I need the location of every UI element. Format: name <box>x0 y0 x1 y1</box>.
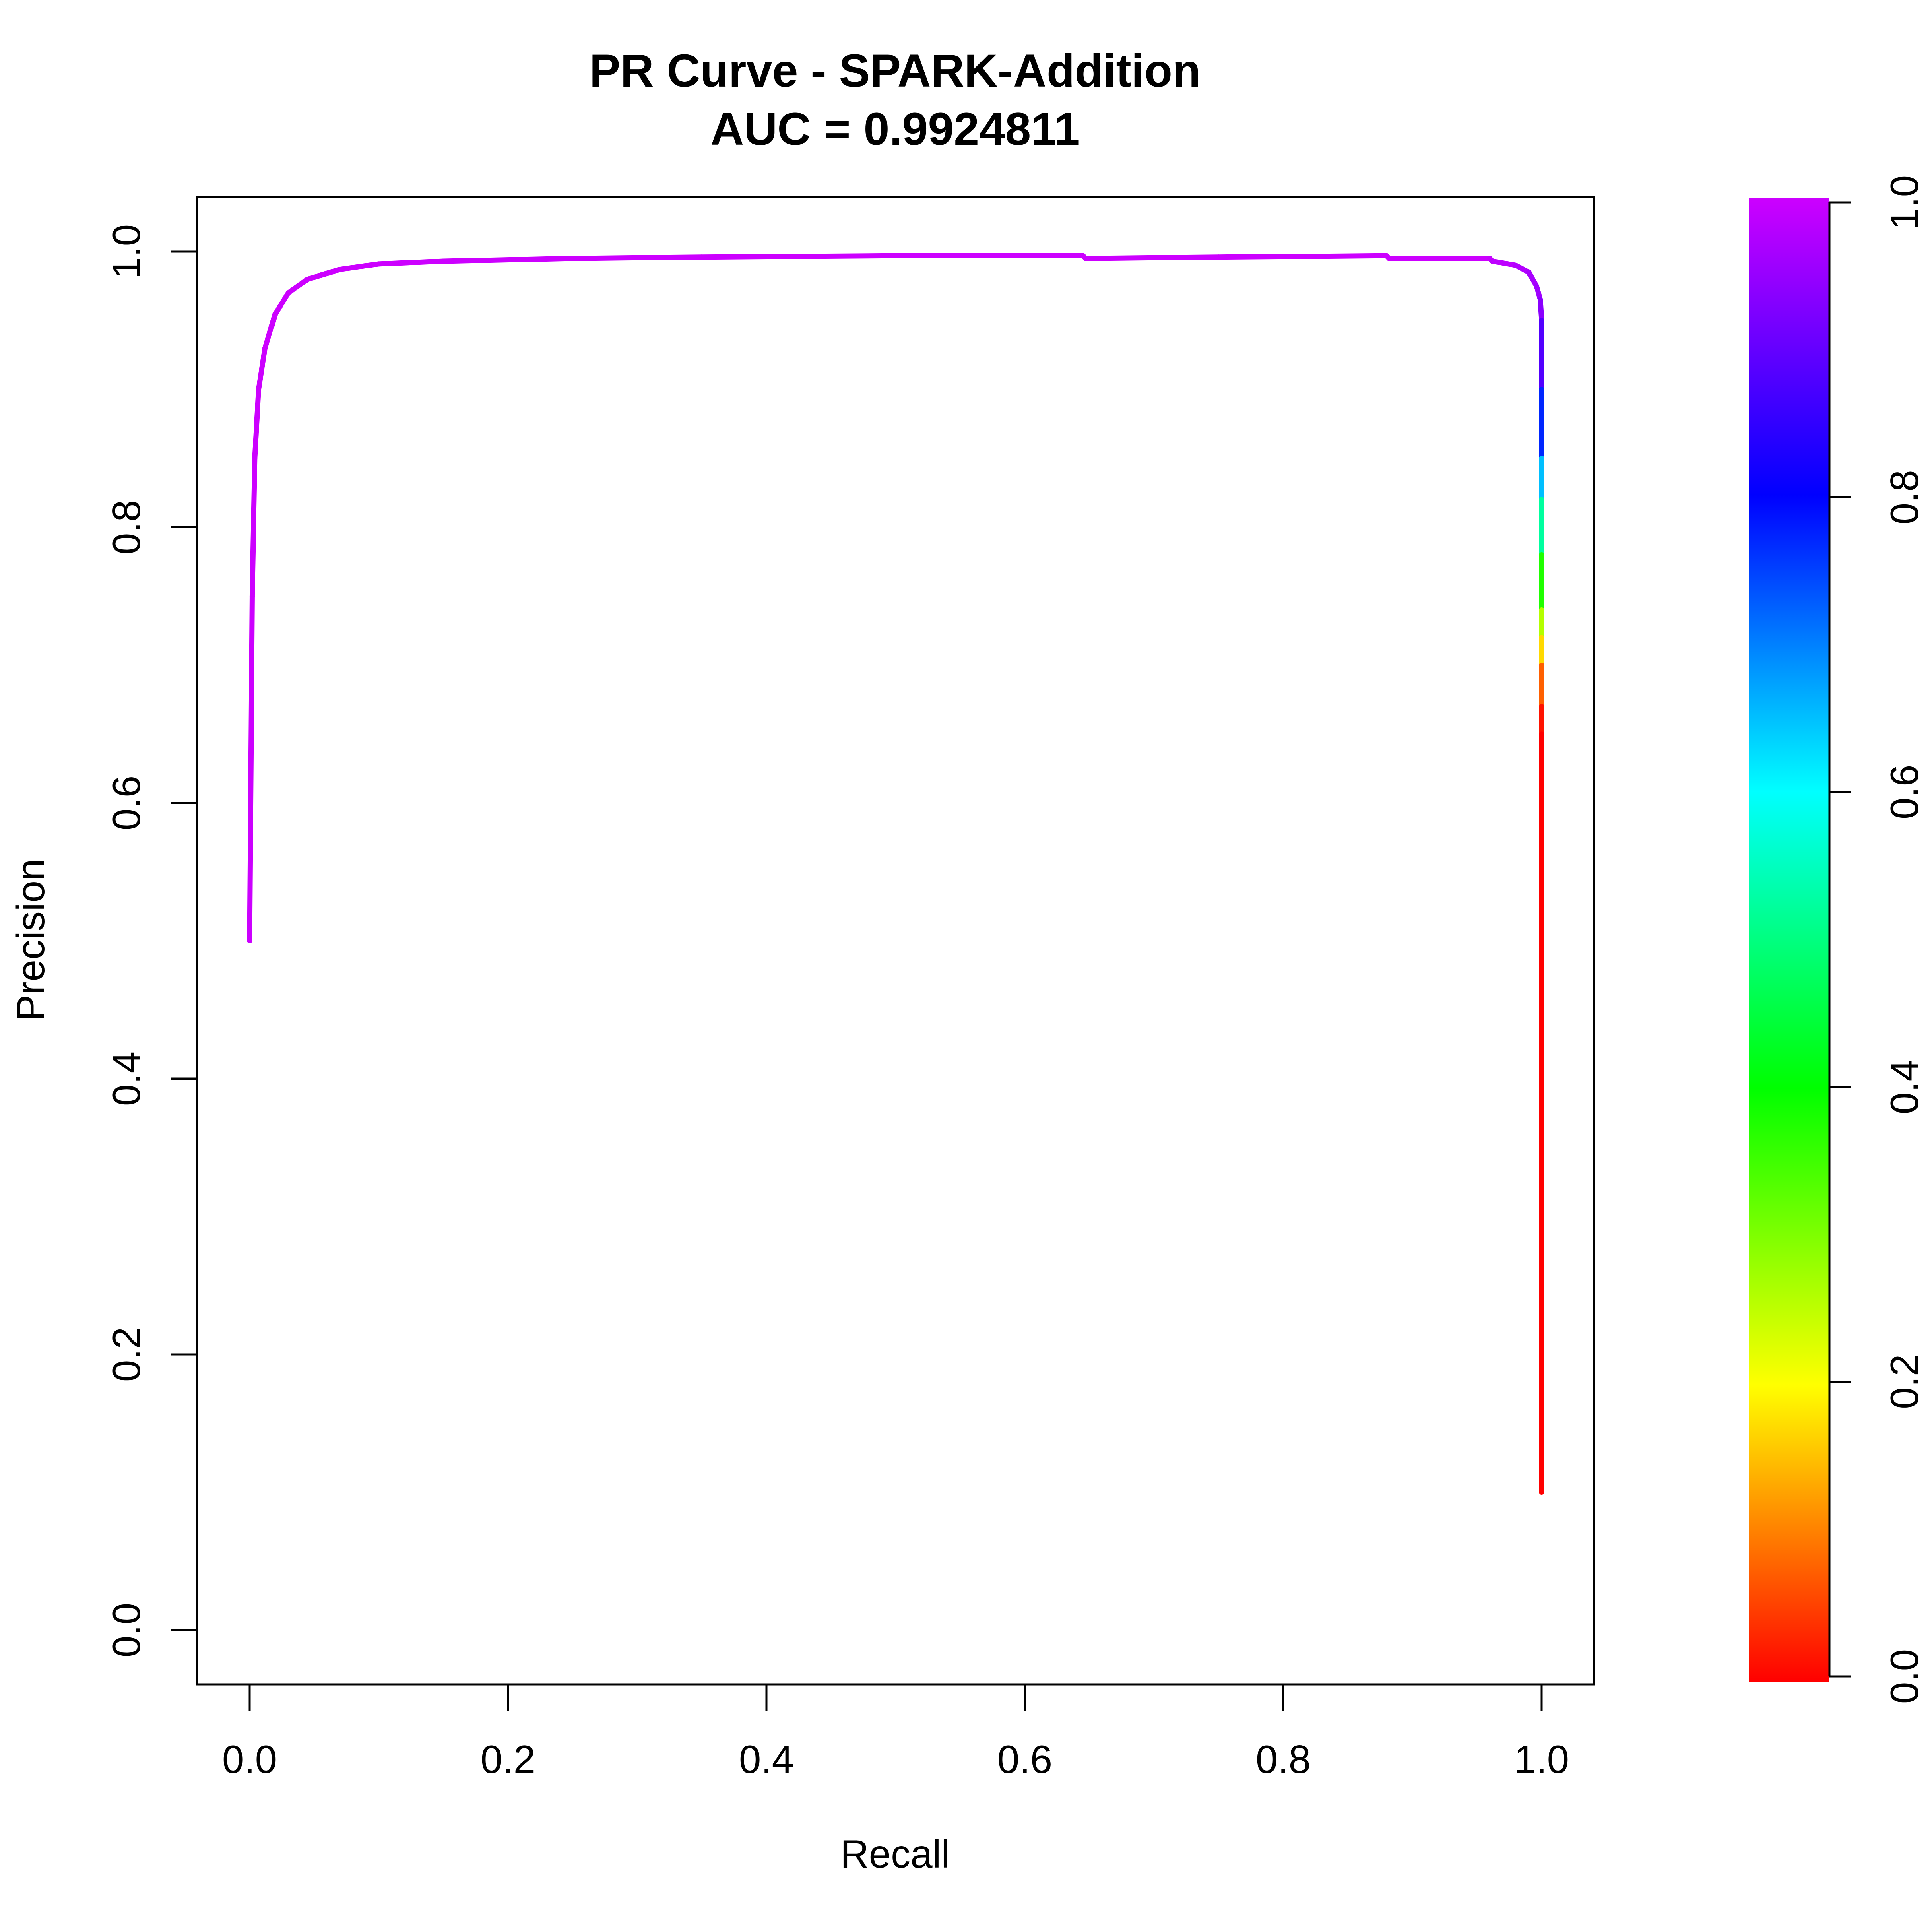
y-tick-label: 1.0 <box>104 224 149 279</box>
curve-segment <box>262 311 278 351</box>
x-tick-label: 0.6 <box>997 1737 1052 1781</box>
chart-subtitle: AUC = 0.9924811 <box>710 103 1080 155</box>
y-tick-label: 0.2 <box>104 1327 149 1382</box>
colorbar-tick-label: 0.2 <box>1882 1354 1926 1409</box>
curve-segment <box>1216 253 1389 260</box>
x-axis-label: Recall <box>840 1832 950 1876</box>
curve-segment <box>1526 269 1539 289</box>
x-axis: 0.0 0.2 0.4 0.6 0.8 1.0 <box>222 1683 1569 1781</box>
colorbar-tick-label: 0.6 <box>1882 765 1926 819</box>
y-axis-label: Precision <box>8 859 53 1021</box>
curve-segment <box>252 387 261 461</box>
curve-segment <box>272 290 291 316</box>
y-tick-label: 0.0 <box>104 1603 149 1657</box>
curve-segment <box>570 254 704 261</box>
x-tick-label: 0.2 <box>481 1737 535 1781</box>
curve-segment <box>249 456 258 599</box>
y-tick-label: 0.4 <box>104 1051 149 1106</box>
curve-segment <box>441 256 575 264</box>
colorbar-tick-label: 1.0 <box>1882 175 1926 230</box>
colorbar-tick-label: 0.0 <box>1882 1649 1926 1704</box>
curve-segment <box>1083 254 1221 261</box>
colorbar <box>1749 198 1829 1682</box>
x-tick-label: 0.0 <box>222 1737 277 1781</box>
colorbar-tick-label: 0.4 <box>1882 1059 1926 1114</box>
colorbar-axis: 0.0 0.2 0.4 0.6 0.8 1.0 <box>1828 175 1926 1704</box>
curve-segment <box>285 277 310 296</box>
curve-segment <box>256 345 268 392</box>
x-tick-label: 0.4 <box>739 1737 794 1781</box>
curve-segment <box>1490 258 1519 268</box>
curve-segment <box>699 253 898 260</box>
curve-segment <box>337 261 382 272</box>
curve-segment <box>247 800 254 943</box>
curve-segment <box>376 258 446 267</box>
y-axis: 0.0 0.2 0.4 0.6 0.8 1.0 <box>104 224 198 1657</box>
y-tick-label: 0.6 <box>104 776 149 830</box>
curve-segment <box>1538 297 1544 323</box>
curve-segment <box>305 267 343 282</box>
colorbar-tick-label: 0.8 <box>1882 470 1926 524</box>
curve-segment <box>248 593 255 806</box>
chart-title: PR Curve - SPARK-Addition <box>590 45 1201 97</box>
y-tick-label: 0.8 <box>104 500 149 555</box>
x-tick-label: 1.0 <box>1514 1737 1569 1781</box>
x-tick-label: 0.8 <box>1256 1737 1311 1781</box>
pr-curve <box>247 253 1544 1495</box>
plot-frame <box>196 196 1595 1686</box>
